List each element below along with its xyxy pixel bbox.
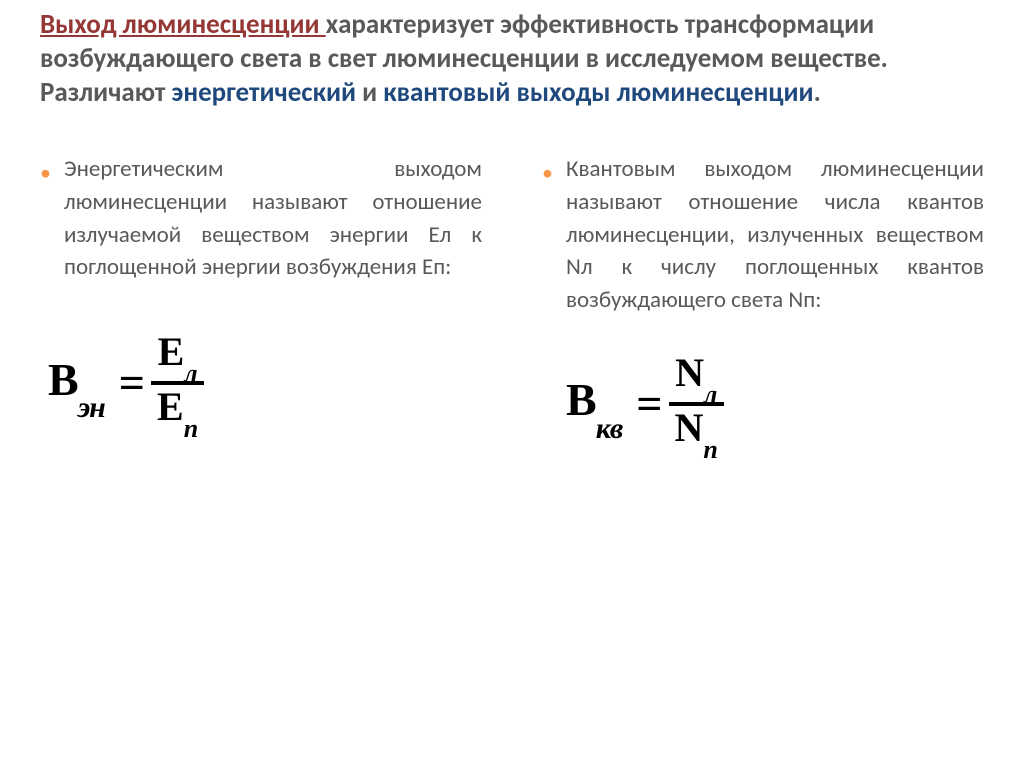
formula-lhs-sub: эн [78, 391, 105, 424]
content-columns: • Энергетическим выходом люминесценции н… [40, 153, 984, 454]
formula-lhs: Bкв [566, 373, 622, 433]
fraction-numerator: Nл [669, 353, 723, 400]
formula-lhs-base: B [48, 354, 78, 405]
title-keyword: Выход люминесценции [40, 8, 326, 41]
left-definition-text: Энергетическим выходом люминесценции наз… [64, 153, 482, 284]
formula-lhs-base: B [566, 374, 596, 425]
left-formula: Bэн = Eл Eп [40, 332, 482, 434]
title-highlight-1: энергетический [172, 76, 356, 109]
fraction-denominator: Eп [151, 387, 204, 434]
title-body-2: и [356, 76, 383, 109]
right-formula: Bкв = Nл Nп [542, 353, 984, 455]
slide-title: Выход люминесценции характеризует эффект… [40, 8, 984, 109]
right-column: • Квантовым выходом люминесценции называ… [542, 153, 984, 454]
title-body-3: . [814, 76, 821, 109]
right-bullet-item: • Квантовым выходом люминесценции называ… [542, 153, 984, 316]
left-bullet-item: • Энергетическим выходом люминесценции н… [40, 153, 482, 284]
fraction-denominator: Nп [669, 408, 724, 455]
formula-lhs-sub: кв [596, 412, 623, 445]
formula-fraction: Nл Nп [669, 353, 724, 455]
equals-sign: = [636, 377, 662, 430]
left-column: • Энергетическим выходом люминесценции н… [40, 153, 482, 454]
formula-lhs: Bэн [48, 353, 105, 413]
equals-sign: = [119, 356, 145, 409]
right-definition-text: Квантовым выходом люминесценции называют… [566, 153, 984, 316]
title-highlight-2: квантовый выходы люминесценции [383, 76, 813, 109]
fraction-numerator: Eл [152, 332, 204, 379]
bullet-icon: • [40, 153, 64, 188]
bullet-icon: • [542, 153, 566, 188]
formula-fraction: Eл Eп [151, 332, 204, 434]
